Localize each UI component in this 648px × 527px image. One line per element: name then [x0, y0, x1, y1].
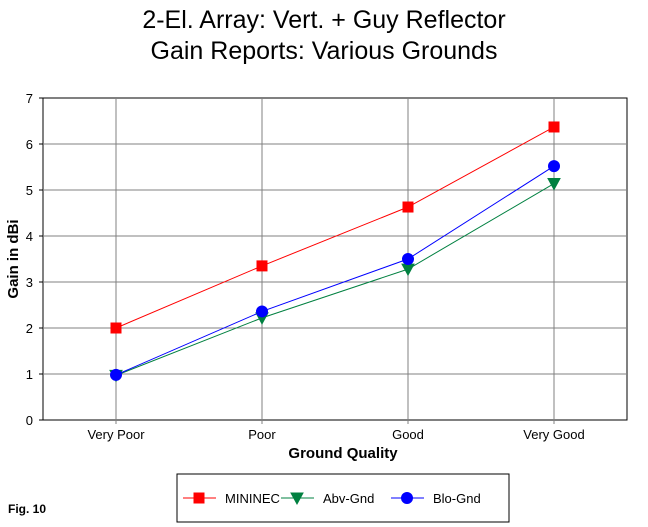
legend-label-abv-gnd: Abv-Gnd	[323, 491, 374, 506]
y-tick-label: 5	[26, 183, 33, 198]
legend-marker-mininec	[193, 492, 205, 504]
y-tick-label: 6	[26, 137, 33, 152]
plot-frame	[42, 97, 628, 421]
plot-area: 0 1 2 3 4 5 6 7 Very Poor Poor Good Very Good	[26, 91, 628, 442]
series-lines	[115, 126, 555, 376]
data-point-mininec	[256, 260, 268, 272]
series-line-mininec	[115, 126, 555, 329]
y-tick-labels: 0 1 2 3 4 5 6 7	[26, 91, 33, 428]
x-tick-label: Good	[392, 427, 424, 442]
data-point-blo-gnd	[110, 368, 122, 381]
y-tick-label: 0	[26, 413, 33, 428]
x-axis-label: Ground Quality	[288, 445, 398, 462]
legend-marker-abv-gnd	[290, 492, 304, 506]
data-point-mininec	[110, 322, 122, 334]
x-tick-label: Very Good	[523, 427, 584, 442]
chart-title-line-1: 2-El. Array: Vert. + Guy Reflector	[142, 6, 505, 34]
legend-label-blo-gnd: Blo-Gnd	[433, 491, 481, 506]
y-tick-label: 4	[26, 229, 33, 244]
y-tick-label: 7	[26, 91, 33, 106]
data-point-mininec	[402, 201, 414, 213]
y-tick-label: 3	[26, 275, 33, 290]
x-tick-label: Poor	[248, 427, 276, 442]
data-point-blo-gnd	[548, 160, 560, 173]
x-tick-labels: Very Poor Poor Good Very Good	[87, 427, 584, 442]
y-tick-label: 1	[26, 367, 33, 382]
series-line-blo-gnd	[115, 165, 555, 376]
data-point-blo-gnd	[402, 253, 414, 265]
data-point-abv-gnd	[547, 178, 561, 191]
data-point-blo-gnd	[256, 305, 268, 318]
legend-items: MININEC Abv-Gnd Blo-Gnd	[183, 491, 481, 506]
y-axis-label: Gain in dBi	[5, 219, 22, 298]
y-tick-label: 2	[26, 321, 33, 336]
chart-title-line-2: Gain Reports: Various Grounds	[151, 37, 498, 65]
series-line-abv-gnd	[115, 183, 555, 376]
x-tick-label: Very Poor	[87, 427, 145, 442]
legend-label-mininec: MININEC	[225, 491, 280, 506]
figure-label: Fig. 10	[8, 502, 46, 516]
legend-marker-blo-gnd	[401, 492, 413, 504]
legend-box	[176, 473, 510, 523]
legend: MININEC Abv-Gnd Blo-Gnd	[176, 473, 510, 523]
data-point-mininec	[548, 121, 560, 133]
series-markers	[109, 121, 561, 383]
